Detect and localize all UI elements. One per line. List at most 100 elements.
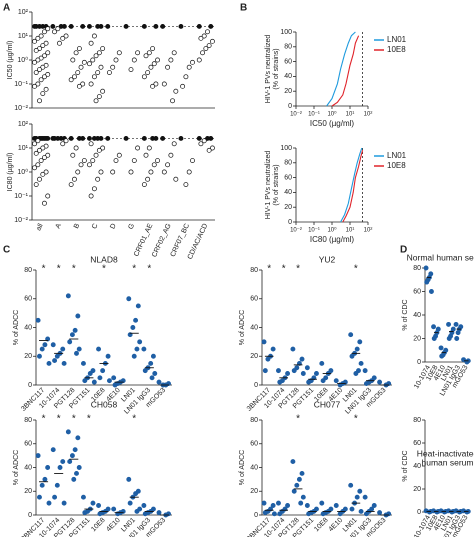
data-point bbox=[96, 346, 102, 352]
data-point bbox=[96, 94, 102, 99]
data-point bbox=[446, 321, 451, 327]
y-axis-label: % of ADCC bbox=[239, 450, 246, 485]
data-point bbox=[32, 165, 38, 171]
y-tick-label: 60 bbox=[24, 441, 32, 448]
data-point bbox=[41, 53, 47, 59]
data-point bbox=[42, 342, 48, 348]
x-tick-label: 10¹ bbox=[346, 112, 355, 118]
data-point bbox=[127, 500, 133, 506]
data-point bbox=[95, 70, 101, 75]
data-point bbox=[156, 379, 162, 385]
data-point bbox=[429, 289, 434, 294]
data-point bbox=[170, 98, 175, 104]
data-point bbox=[52, 494, 58, 500]
data-point bbox=[45, 193, 51, 199]
data-point bbox=[320, 511, 326, 517]
data-point bbox=[150, 83, 156, 89]
data-point bbox=[134, 346, 140, 352]
x-axis-label: IC80 (µg/ml) bbox=[310, 235, 355, 244]
data-point bbox=[299, 356, 305, 362]
data-point bbox=[306, 511, 312, 517]
chart-title: NLAD8 bbox=[90, 254, 118, 264]
data-point bbox=[206, 43, 212, 49]
data-point bbox=[358, 508, 364, 514]
data-point bbox=[142, 511, 148, 517]
data-point bbox=[76, 465, 82, 470]
data-point bbox=[304, 503, 310, 508]
data-point bbox=[161, 169, 167, 175]
chart-title: Normal human serum bbox=[407, 252, 474, 262]
y-axis-label: % of ADCC bbox=[13, 310, 20, 345]
data-point bbox=[87, 371, 93, 376]
y-tick-label: 10⁻² bbox=[14, 217, 28, 224]
data-point bbox=[196, 23, 202, 29]
axis bbox=[35, 420, 172, 516]
data-point bbox=[377, 379, 383, 385]
data-point bbox=[141, 23, 147, 29]
significance: * bbox=[87, 414, 91, 425]
axis bbox=[295, 148, 368, 223]
data-point bbox=[54, 482, 60, 488]
data-point bbox=[113, 57, 119, 63]
data-point bbox=[60, 35, 66, 41]
data-point bbox=[37, 494, 42, 500]
data-point bbox=[43, 169, 49, 175]
x-tick-label: 10⁰ bbox=[327, 111, 337, 118]
data-point bbox=[128, 67, 134, 73]
data-point bbox=[209, 145, 215, 151]
data-point bbox=[300, 371, 306, 376]
data-point bbox=[32, 141, 38, 147]
data-point bbox=[87, 162, 92, 168]
data-point bbox=[52, 29, 57, 35]
data-point bbox=[87, 23, 92, 29]
data-point bbox=[277, 379, 283, 385]
data-point bbox=[130, 325, 136, 330]
data-point bbox=[72, 74, 77, 80]
data-point bbox=[299, 470, 305, 476]
data-point bbox=[261, 500, 267, 506]
x-tick-label: 10E8 bbox=[313, 517, 330, 534]
data-point bbox=[82, 378, 88, 384]
x-tick-label: 10² bbox=[364, 228, 373, 234]
data-point bbox=[141, 135, 147, 141]
data-point bbox=[41, 200, 47, 206]
significance: * bbox=[102, 264, 106, 275]
data-point bbox=[319, 360, 325, 366]
data-point bbox=[431, 324, 436, 330]
data-point bbox=[80, 494, 86, 500]
data-point bbox=[198, 141, 204, 147]
data-point bbox=[337, 511, 343, 517]
data-point bbox=[91, 33, 97, 39]
data-point bbox=[148, 64, 154, 70]
data-point bbox=[276, 368, 281, 374]
data-point bbox=[354, 494, 360, 500]
data-point bbox=[32, 59, 38, 65]
data-point bbox=[276, 500, 281, 506]
y-tick-label: 10⁰ bbox=[17, 168, 28, 176]
data-point bbox=[155, 158, 160, 163]
data-point bbox=[348, 482, 354, 488]
data-point bbox=[82, 510, 88, 516]
x-tick-label: A bbox=[55, 222, 63, 229]
y-tick-label: 20 bbox=[250, 488, 258, 495]
data-point bbox=[68, 182, 74, 187]
axis bbox=[424, 268, 470, 363]
x-tick-label: 4E10 bbox=[328, 517, 345, 534]
data-point bbox=[454, 336, 460, 341]
data-point bbox=[45, 26, 51, 32]
data-point bbox=[55, 26, 61, 32]
data-point bbox=[76, 346, 82, 352]
data-point bbox=[358, 360, 364, 366]
data-point bbox=[42, 476, 48, 482]
y-tick-label: 10² bbox=[18, 9, 29, 16]
data-point bbox=[349, 506, 355, 512]
data-point bbox=[357, 339, 363, 345]
chart-title: Heat-inactivated bbox=[417, 448, 474, 458]
data-point bbox=[300, 494, 306, 500]
y-tick-label: 60 bbox=[284, 174, 292, 181]
significance: * bbox=[296, 264, 300, 275]
data-point bbox=[75, 435, 81, 441]
data-point bbox=[354, 346, 360, 352]
y-tick-label: 80 bbox=[284, 44, 292, 51]
data-point bbox=[362, 368, 368, 374]
